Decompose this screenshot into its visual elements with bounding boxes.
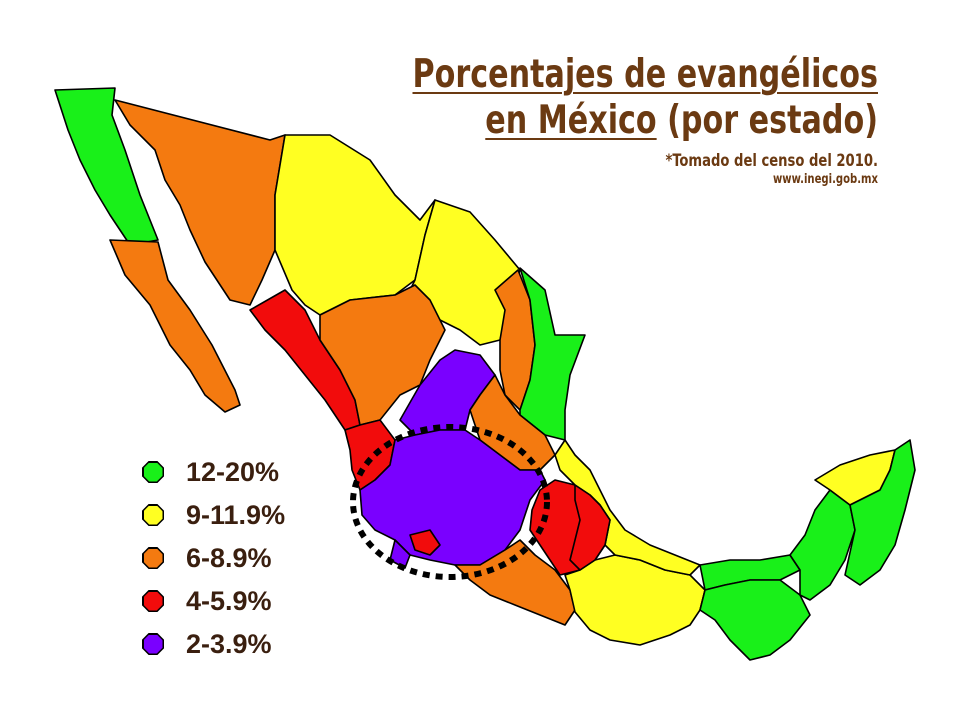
legend-label: 12-20% (186, 457, 280, 487)
source-url: www.inegi.gob.mx (773, 172, 878, 187)
state-coahuila (409, 199, 521, 346)
state-colima (389, 539, 411, 569)
legend-label: 6-8.9% (186, 543, 272, 573)
legend-label: 9-11.9% (186, 500, 286, 530)
state-campeche (789, 489, 856, 601)
legend-swatch (142, 547, 164, 569)
legend-label: 2-3.9% (186, 629, 272, 659)
legend-swatch (142, 590, 164, 612)
legend-swatch (142, 504, 164, 526)
state-puebla (569, 484, 611, 571)
state-chiapas (699, 579, 811, 661)
state-quintana-roo (844, 439, 916, 586)
title-block: Porcentajes de evangélicos en México (po… (258, 52, 878, 188)
highlight-ring (350, 424, 550, 580)
legend-label: 4-5.9% (186, 586, 272, 616)
map-title-line-2: en México (por estado) (345, 98, 878, 144)
map-title-text-2b: (por estado) (656, 98, 878, 143)
census-note: *Tomado del censo del 2010. (665, 151, 878, 171)
state-chihuahua (274, 134, 436, 316)
state-baja-california-sur (109, 239, 241, 413)
legend-swatch (142, 633, 164, 655)
state-tamaulipas (519, 267, 586, 441)
map-title-text-1: Porcentajes de evangélicos (412, 52, 878, 97)
map-title-line-1: Porcentajes de evangélicos (345, 52, 878, 98)
mexico-state-map (54, 87, 916, 661)
map-panel (44, 76, 916, 692)
legend-swatch (142, 461, 164, 483)
map-title-text-2a: en México (485, 98, 657, 143)
state-michoacan (409, 529, 441, 556)
